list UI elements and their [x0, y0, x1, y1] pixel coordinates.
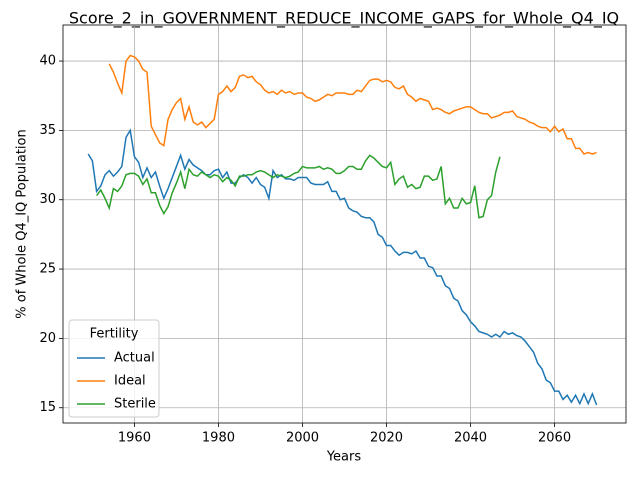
x-tick-label: 1980: [202, 431, 235, 446]
y-tick-label: 25: [39, 262, 56, 277]
legend-box: [68, 319, 160, 418]
legend-label: Actual: [114, 351, 155, 366]
line: [108, 54, 597, 155]
x-axis-label: Years: [326, 450, 362, 465]
legend-title: Fertility: [90, 327, 139, 342]
y-tick-label: 20: [39, 331, 56, 346]
x-tick-label: 2060: [538, 431, 571, 446]
line: [87, 128, 598, 406]
y-axis-label: % of Whole Q4_IQ Population: [15, 129, 30, 318]
x-tick-label: 2000: [286, 431, 319, 446]
plot-frame: [62, 24, 627, 424]
x-tick-label: 2040: [454, 431, 487, 446]
line: [96, 154, 501, 219]
x-tick-label: 2020: [370, 431, 403, 446]
x-tick-label: 1960: [118, 431, 151, 446]
y-tick-label: 15: [39, 400, 56, 415]
legend-label: Ideal: [114, 374, 146, 389]
y-tick-label: 30: [39, 192, 56, 207]
y-tick-label: 35: [39, 123, 56, 138]
legend-label: Sterile: [114, 397, 156, 412]
chart-title: Score_2_in_GOVERNMENT_REDUCE_INCOME_GAPS…: [69, 9, 619, 29]
y-tick-label: 40: [39, 54, 56, 69]
